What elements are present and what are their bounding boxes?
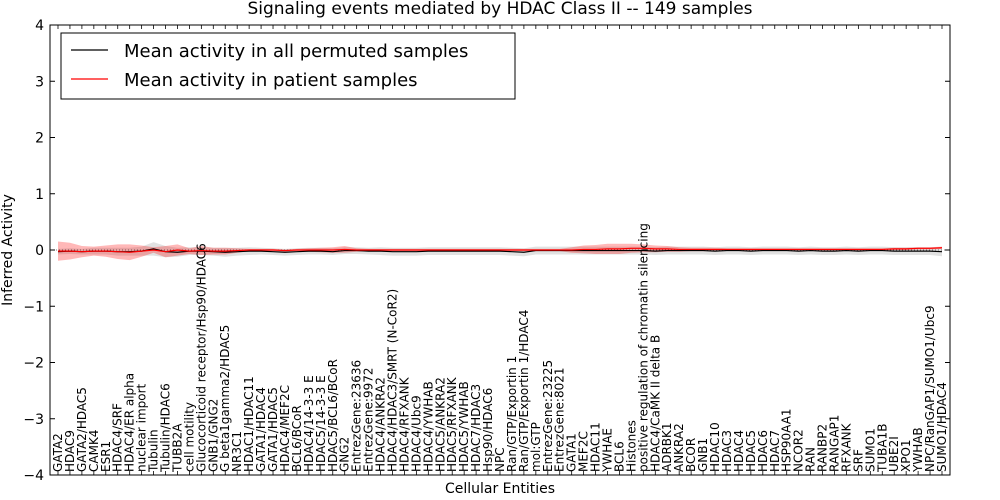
x-tick-label: GNB1 [696,438,710,472]
x-tick-label: RANBP2 [816,424,830,472]
x-tick-label: EntrezGene:8021 [553,368,567,473]
y-tick-label: 4 [35,18,44,34]
x-tick-label: HDAC7 [768,430,782,472]
x-tick-label: Tubulin [147,429,161,473]
x-tick-label: YWHAB [911,427,925,473]
x-tick-label: cell motility [182,402,196,472]
x-tick-label: nuclear import [135,383,149,472]
x-tick-label: MEF2C [577,431,591,472]
x-tick-label: HDAC6 [756,430,770,472]
x-tick-label: Ran/GTP/Exportin 1/HDAC4 [517,310,531,472]
x-tick-label: mol:GTP [529,422,543,472]
x-tick-label: GNB1/GNG2 [206,399,220,472]
y-tick-label: 2 [35,131,44,147]
x-tick-label: BCOR [684,438,698,472]
x-tick-label: GATA2/HDAC5 [75,387,89,472]
x-tick-label: HDAC5 [744,430,758,472]
y-tick-label: 0 [35,243,44,259]
x-tick-label: G beta1gamma2/HDAC5 [218,325,232,472]
y-tick-label: −3 [23,412,44,428]
x-tick-label: HDAC4/RFXANK [397,376,411,472]
x-tick-label: ADRBK1 [660,422,674,472]
x-tick-label: HDAC5/YWHAB [457,381,471,472]
x-tick-labels: GATA2HDAC9GATA2/HDAC5CAMK4ESR1HDAC4/SRFH… [51,223,949,473]
x-tick-label: HDAC5/RFXANK [445,376,459,472]
x-tick-label: NCOR2 [792,429,806,472]
x-tick-label: TUBB2A [170,423,184,473]
x-tick-label: HSP90AA1 [780,408,794,472]
x-tick-label: RAN [804,447,818,472]
x-tick-label: HDAC5/14-3-3 E [314,375,328,472]
y-tick-label: −2 [23,356,44,372]
y-tick-label: −1 [23,299,44,315]
legend-label-permuted: Mean activity in all permuted samples [124,41,468,62]
x-tick-label: Ran/GTP/Exportin 1 [505,356,519,472]
x-tick-label: HDAC9 [63,430,77,472]
x-tick-label: NPC [493,447,507,472]
axes: −4 −3 −2 −1 0 1 2 3 4 [23,18,951,484]
x-tick-label: HDAC4/ANKRA2 [374,377,388,472]
x-tick-label: CAMK4 [87,430,101,472]
x-tick-label: HDAC11 [589,422,603,472]
x-tick-label: HDAC4 [732,430,746,472]
x-tick-label: XPO1 [899,439,913,472]
x-tick-label: NPC/RanGAP1/SUMO1/Ubc9 [923,305,937,472]
x-tick-label: positive regulation of chromatin silenci… [636,223,650,472]
x-tick-label: EntrezGene:9972 [362,368,376,473]
x-tick-label: Histones [624,420,638,472]
x-tick-label: YWHAE [601,428,615,473]
y-tick-label: 3 [35,74,44,90]
x-tick-label: Hsp90/HDAC6 [481,388,495,472]
x-tick-label: GATA2 [51,433,65,472]
x-axis-label: Cellular Entities [445,481,555,497]
chart-title: Signaling events mediated by HDAC Class … [247,0,752,19]
x-tick-label: HDAC4/HDAC3/SMRT (N-CoR2) [385,289,399,472]
y-tick-label: −4 [23,468,44,484]
legend: Mean activity in all permuted samples Me… [60,32,516,100]
x-tick-label: BCL6 [612,441,626,472]
series-line-patient [58,247,943,253]
x-tick-label: BCL6/BCoR [290,405,304,472]
x-tick-label: GATA1 [565,433,579,472]
x-tick-label: HDAC4/CaMK II delta B [648,335,662,472]
x-tick-label: ANKRA2 [672,423,686,472]
x-tick-label: RANGAP1 [827,415,841,472]
x-tick-label: HDAC10 [708,422,722,472]
x-tick-label: HDAC4/YWHAB [421,381,435,472]
legend-frame [60,32,516,100]
x-tick-label: SUMO1/HDAC4 [935,382,949,472]
x-tick-label: TUBA1B [875,424,889,473]
x-tick-label: EntrezGene:23225 [541,360,555,472]
legend-label-patient: Mean activity in patient samples [124,70,418,91]
x-tick-label: RFXANK [839,422,853,472]
x-tick-label: EntrezGene:23636 [350,360,364,472]
x-tick-label: Tubulin/HDAC6 [159,383,173,473]
x-tick-label: GNG2 [338,437,352,472]
y-axis-label: Inferred Activity [0,194,16,306]
x-tick-label: HDAC4/14-3-3 E [302,375,316,472]
x-tick-label: GATA1/HDAC5 [266,387,280,472]
x-tick-label: HDAC4/MEF2C [278,385,292,472]
x-tick-label: HDAC5/ANKRA2 [433,377,447,472]
x-tick-label: GATA1/HDAC4 [254,387,268,472]
x-tick-label: NR3C1 [230,431,244,472]
x-tick-label: HDAC4/ER alpha [123,373,137,472]
y-tick-label: 1 [35,187,44,203]
x-tick-label: HDAC4/Ubc9 [409,395,423,472]
x-tick-label: UBE2I [887,436,901,472]
x-tick-label: HDAC5/BCL6/BCoR [326,359,340,472]
x-tick-label: ESR1 [99,441,113,472]
x-tick-label: HDAC3 [720,430,734,472]
x-tick-label: SUMO1 [863,428,877,472]
x-tick-label: HDAC1/HDAC11 [242,376,256,472]
x-tick-label: Glucocorticoid receptor/Hsp90/HDAC6 [194,243,208,472]
x-tick-label: HDAC4/SRF [111,403,125,472]
x-tick-label: SRF [851,449,865,472]
x-tick-label: HDAC7/HDAC3 [469,384,483,472]
series-lines [57,247,943,253]
